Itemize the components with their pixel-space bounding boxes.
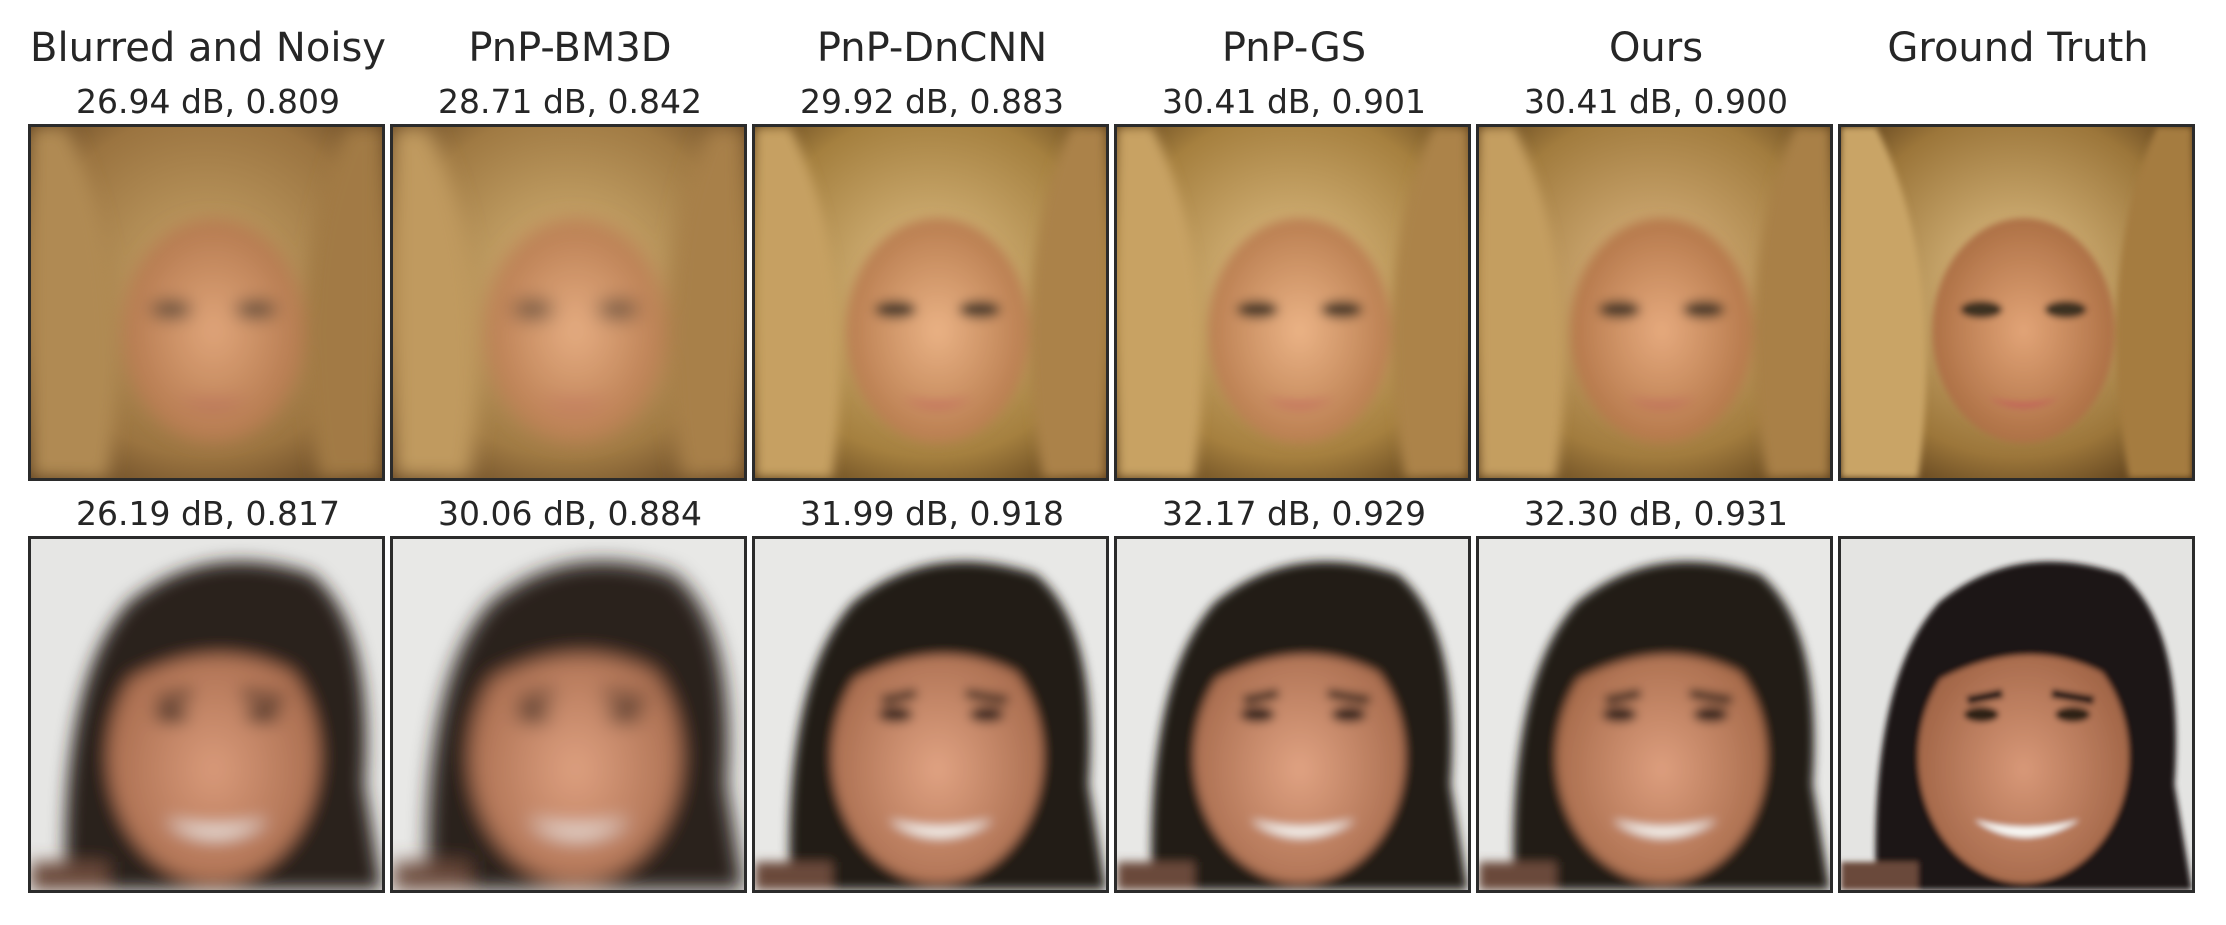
image-row1-blurred-noisy (28, 124, 385, 481)
metric-row2-ours: 32.30 dB, 0.931 (1524, 494, 1788, 533)
column-title-ours: Ours (1608, 25, 1704, 71)
column-title-pnp-bm3d: PnP-BM3D (468, 25, 672, 71)
metric-row2-dncnn: 31.99 dB, 0.918 (800, 494, 1064, 533)
metric-row2-blurred: 26.19 dB, 0.817 (76, 494, 340, 533)
face-man-ours-image (1479, 539, 1830, 890)
metric-row2-gs: 32.17 dB, 0.929 (1162, 494, 1426, 533)
metric-row1-gs: 30.41 dB, 0.901 (1162, 82, 1426, 121)
image-row2-ground-truth (1838, 536, 2195, 893)
face-blonde-gs-image (1117, 127, 1468, 478)
face-blonde-dncnn-image (755, 127, 1106, 478)
metric-row1-bm3d: 28.71 dB, 0.842 (438, 82, 702, 121)
face-man-bm3d-image (393, 539, 744, 890)
metric-row1-blurred: 26.94 dB, 0.809 (76, 82, 340, 121)
face-blonde-blurred-image (31, 127, 382, 478)
column-title-pnp-dncnn: PnP-DnCNN (816, 25, 1048, 71)
face-man-gs-image (1117, 539, 1468, 890)
image-row1-pnp-bm3d (390, 124, 747, 481)
column-title-ground-truth: Ground Truth (1887, 25, 2149, 71)
image-row1-pnp-dncnn (752, 124, 1109, 481)
column-title-pnp-gs: PnP-GS (1221, 25, 1367, 71)
image-row1-ground-truth (1838, 124, 2195, 481)
image-row1-ours (1476, 124, 1833, 481)
column-title-blurred-noisy: Blurred and Noisy (30, 25, 386, 71)
image-row2-pnp-gs (1114, 536, 1471, 893)
metric-row2-bm3d: 30.06 dB, 0.884 (438, 494, 702, 533)
image-row2-ours (1476, 536, 1833, 893)
image-row2-pnp-dncnn (752, 536, 1109, 893)
face-blonde-bm3d-image (393, 127, 744, 478)
metric-row1-dncnn: 29.92 dB, 0.883 (800, 82, 1064, 121)
face-blonde-ground-truth-image (1841, 127, 2192, 478)
metric-row1-ours: 30.41 dB, 0.900 (1524, 82, 1788, 121)
face-blonde-ours-image (1479, 127, 1830, 478)
image-row2-blurred-noisy (28, 536, 385, 893)
image-row2-pnp-bm3d (390, 536, 747, 893)
image-row1-pnp-gs (1114, 124, 1471, 481)
face-man-blurred-image (31, 539, 382, 890)
face-man-ground-truth-image (1841, 539, 2192, 890)
face-man-dncnn-image (755, 539, 1106, 890)
